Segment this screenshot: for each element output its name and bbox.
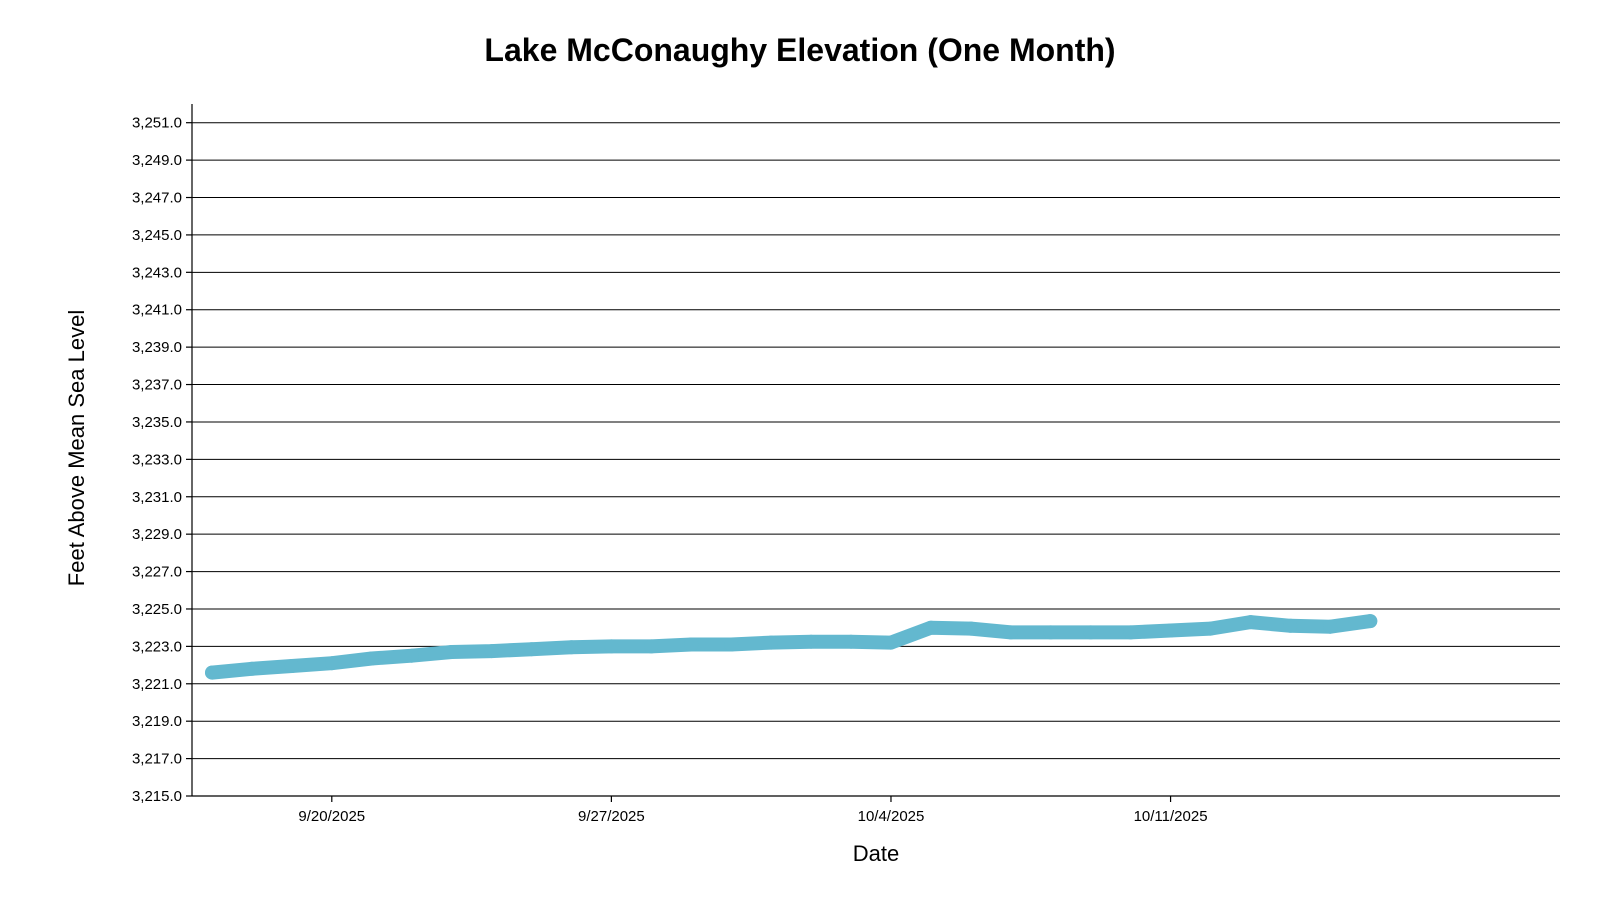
data-point: [324, 656, 339, 671]
data-point: [1203, 621, 1218, 636]
data-point: [484, 644, 499, 659]
y-tick-label: 3,243.0: [132, 264, 182, 281]
y-tick-label: 3,235.0: [132, 414, 182, 431]
data-point: [524, 642, 539, 657]
data-point: [1163, 623, 1178, 638]
data-point: [564, 640, 579, 655]
data-point: [844, 634, 858, 649]
y-tick-label: 3,227.0: [132, 564, 182, 581]
y-tick-label: 3,247.0: [132, 190, 182, 207]
y-tick-label: 3,231.0: [132, 489, 182, 506]
data-point: [644, 639, 659, 654]
y-axis-ticks: 3,215.0 3,217.0 3,219.0 3,221.0 3,223.0 3,225…: [132, 115, 192, 805]
data-point: [1323, 619, 1338, 634]
data-point: [205, 665, 219, 680]
y-tick-label: 3,251.0: [132, 115, 182, 132]
gridlines: [192, 122, 1560, 760]
y-tick-label: 3,225.0: [132, 601, 182, 618]
y-tick-label: 3,229.0: [132, 526, 182, 543]
y-tick-label: 3,237.0: [132, 377, 182, 394]
data-point: [1363, 614, 1378, 629]
data-point: [963, 621, 978, 636]
data-point: [284, 659, 299, 673]
data-point: [244, 661, 259, 676]
data-point: [444, 645, 459, 659]
data-point: [1243, 615, 1258, 630]
data-point: [1123, 625, 1138, 640]
y-tick-label: 3,215.0: [132, 788, 182, 805]
y-tick-label: 3,223.0: [132, 638, 182, 655]
data-point: [1283, 618, 1298, 633]
y-tick-label: 3,241.0: [132, 302, 182, 319]
x-axis-label: Date: [853, 841, 899, 866]
y-tick-label: 3,219.0: [132, 713, 182, 730]
x-tick-label: 10/11/2025: [1134, 808, 1208, 825]
data-point: [364, 651, 379, 666]
y-tick-label: 3,221.0: [132, 676, 182, 693]
data-point: [1083, 625, 1098, 640]
x-tick-label: 9/20/2025: [298, 808, 365, 825]
x-axis-ticks: 9/20/2025 9/27/2025 10/4/2025 10/11/2025: [298, 796, 1208, 825]
x-tick-label: 10/4/2025: [858, 808, 925, 825]
y-tick-label: 3,245.0: [132, 227, 182, 244]
y-tick-label: 3,249.0: [132, 152, 182, 169]
data-point: [923, 620, 938, 635]
data-point: [684, 637, 699, 652]
y-tick-label: 3,239.0: [132, 339, 182, 356]
data-point: [1043, 625, 1058, 640]
data-point: [764, 635, 779, 650]
data-point: [884, 635, 898, 650]
data-point: [604, 639, 619, 654]
y-tick-label: 3,217.0: [132, 751, 182, 768]
data-point: [1003, 625, 1018, 640]
data-point: [804, 634, 819, 649]
data-point: [724, 637, 739, 652]
series-layer: [205, 614, 1378, 680]
data-point: [404, 648, 419, 663]
y-tick-label: 3,233.0: [132, 451, 182, 468]
y-axis-label: Feet Above Mean Sea Level: [64, 310, 89, 586]
x-tick-label: 9/27/2025: [578, 808, 645, 825]
chart-title: Lake McConaughy Elevation (One Month): [484, 32, 1115, 68]
